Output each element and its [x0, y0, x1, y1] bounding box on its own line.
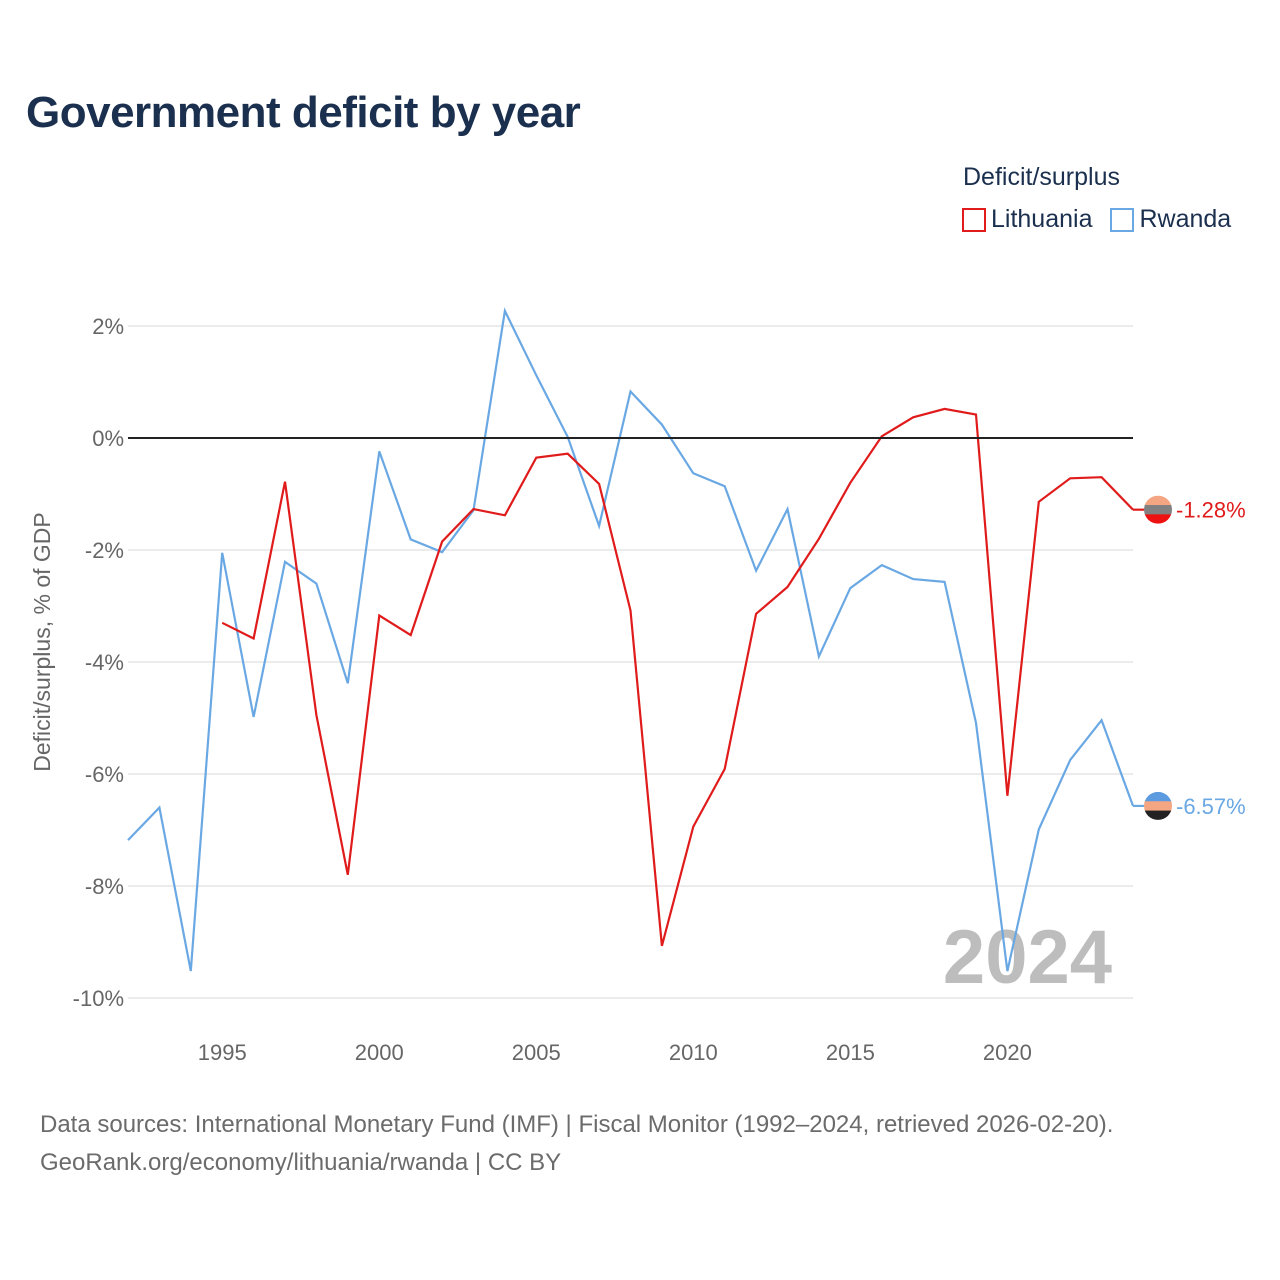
y-axis-label: Deficit/surplus, % of GDP [29, 512, 55, 771]
series-line-rwanda [127, 307, 1135, 972]
x-tick-label: 2010 [669, 1040, 718, 1065]
y-tick-label: -4% [85, 650, 124, 675]
y-tick-label: 2% [92, 314, 124, 339]
flag-band [1144, 505, 1172, 515]
flag-marker-rwanda [1144, 791, 1172, 820]
flag-band [1144, 791, 1172, 802]
y-tick-label: -6% [85, 762, 124, 787]
flag-band [1144, 801, 1172, 812]
legend: Lithuania Rwanda [962, 205, 1231, 234]
footer: Data sources: International Monetary Fun… [40, 1106, 1113, 1182]
legend-item-rwanda[interactable]: Rwanda [1110, 205, 1231, 234]
x-tick-label: 2020 [983, 1040, 1032, 1065]
legend-label-lithuania: Lithuania [991, 205, 1093, 233]
y-tick-label: -8% [85, 874, 124, 899]
footer-sources: Data sources: International Monetary Fun… [40, 1111, 1114, 1138]
legend-swatch-rwanda [1110, 207, 1135, 232]
x-tick-label: 1995 [198, 1040, 247, 1065]
legend-item-lithuania[interactable]: Lithuania [962, 205, 1092, 234]
y-tick-label: -10% [73, 986, 124, 1011]
watermark-year: 2024 [943, 915, 1112, 1000]
x-tick-label: 2005 [512, 1040, 561, 1065]
chart-title: Government deficit by year [26, 88, 581, 137]
end-label-lithuania: -1.28% [1176, 498, 1246, 523]
flag-band [1144, 514, 1172, 524]
x-tick-label: 2000 [355, 1040, 404, 1065]
series-line-lithuania [221, 407, 1134, 947]
legend-title: Deficit/surplus [963, 163, 1120, 191]
y-tick-label: -2% [85, 538, 124, 563]
end-label-rwanda: -6.57% [1176, 794, 1246, 819]
flag-marker-lithuania [1144, 495, 1172, 524]
y-tick-label: 0% [92, 426, 124, 451]
legend-label-rwanda: Rwanda [1139, 205, 1232, 233]
x-tick-label: 2015 [826, 1040, 875, 1065]
legend-swatch-lithuania [962, 207, 986, 232]
footer-link[interactable]: GeoRank.org/economy/lithuania/rwanda | C… [40, 1149, 562, 1176]
flag-band [1144, 495, 1172, 506]
flag-band [1144, 810, 1172, 820]
